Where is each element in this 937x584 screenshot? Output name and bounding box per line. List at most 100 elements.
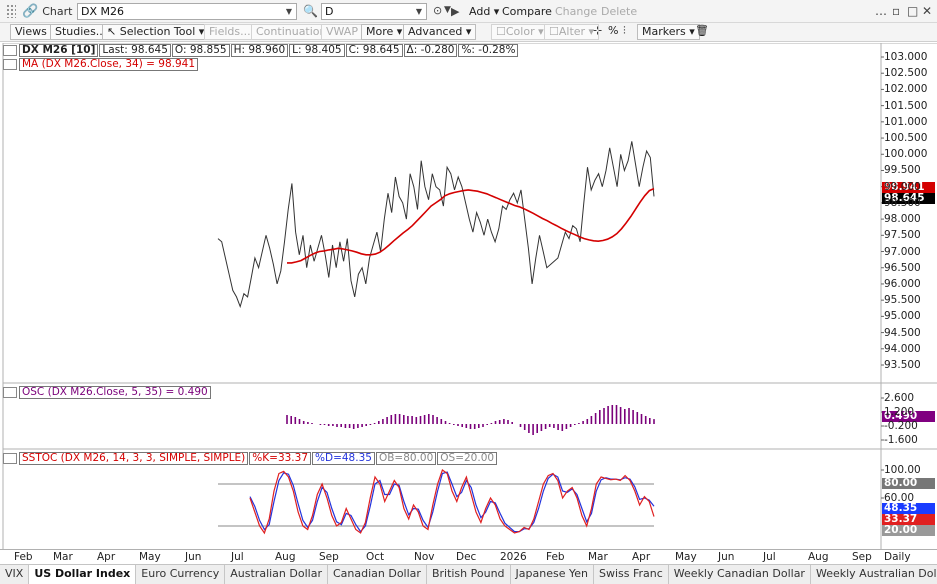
price-legend[interactable]: DX M26 [10] Last: 98.645 O: 98.855 H: 98… xyxy=(3,44,519,57)
selection-tool-label: Selection Tool xyxy=(119,25,196,38)
date-tick-label: Jun xyxy=(718,551,735,563)
date-tick-label: Oct xyxy=(366,551,385,563)
change-button[interactable]: Change xyxy=(555,5,598,18)
price-tick-label: 102.000 xyxy=(884,83,928,96)
clock-icon[interactable]: ⊙ xyxy=(433,4,443,17)
stoch-legend-icon xyxy=(3,453,17,464)
chart-tab[interactable]: US Dollar Index xyxy=(29,565,137,584)
chart-tab[interactable]: Weekly Canadian Dollar xyxy=(669,565,811,584)
price-legend-change: Δ: -0.280 xyxy=(403,44,458,57)
stoch-legend[interactable]: SSTOC (DX M26, 14, 3, 3, SIMPLE, SIMPLE)… xyxy=(3,452,498,465)
play-icon[interactable]: ▶ xyxy=(451,5,460,18)
alter-check-icon: ☐ xyxy=(549,25,559,38)
price-tick-label: 95.000 xyxy=(884,310,921,323)
price-tick-label: 100.500 xyxy=(884,132,928,145)
date-tick-label: Feb xyxy=(14,551,33,563)
ruler-icon[interactable]: ⫶ xyxy=(623,24,626,37)
percent-icon[interactable]: % xyxy=(608,24,619,37)
alter-button[interactable]: ☐Alter ▾ xyxy=(544,24,600,40)
price-legend-icon xyxy=(3,45,17,56)
price-tick-label: 103.000 xyxy=(884,51,928,63)
more-label: More xyxy=(366,25,394,38)
chart-tab[interactable]: Weekly Australian Dollar xyxy=(811,565,937,584)
close-icon[interactable]: ✕ xyxy=(922,4,933,18)
continuation-button[interactable]: Continuation xyxy=(251,24,332,40)
price-legend-low: L: 98.405 xyxy=(289,44,345,57)
ob-value-tag: 80.00 xyxy=(882,478,935,489)
chart-tab[interactable]: Japanese Yen xyxy=(511,565,594,584)
chart-tab[interactable]: Euro Currency xyxy=(136,565,226,584)
drag-grip-icon[interactable] xyxy=(6,4,16,18)
chart-tab[interactable]: Australian Dollar xyxy=(225,565,328,584)
ma-legend[interactable]: MA (DX M26.Close, 34) = 98.941 xyxy=(3,58,199,71)
cursor-icon: ↖ xyxy=(107,25,117,38)
chart-canvas[interactable] xyxy=(0,43,937,550)
stoch-legend-ob: OB=80.00 xyxy=(375,452,437,465)
studies-button[interactable]: Studies... xyxy=(50,24,112,40)
alter-label: Alter xyxy=(558,25,586,38)
price-tick-label: 98.000 xyxy=(884,213,921,226)
markers-button[interactable]: Markers ▾ xyxy=(637,24,700,40)
stoch-d-line xyxy=(249,471,655,533)
chart-area[interactable]: DX M26 [10] Last: 98.645 O: 98.855 H: 98… xyxy=(0,43,937,550)
trash-icon[interactable]: 🗑 xyxy=(695,24,709,37)
date-tick-label: Aug xyxy=(275,551,296,563)
date-tick-label: Jul xyxy=(231,551,244,563)
compare-button[interactable]: Compare xyxy=(502,5,552,18)
ellipsis-icon[interactable]: … xyxy=(875,4,887,18)
price-legend-last: Last: 98.645 xyxy=(99,44,171,57)
date-tick-label: Feb xyxy=(546,551,565,563)
views-label: Views xyxy=(15,25,47,38)
price-tick-label: 99.000 xyxy=(884,180,921,193)
search-icon[interactable]: 🔍 xyxy=(303,4,318,18)
interval-dropdown-icon[interactable]: ▼ xyxy=(415,7,423,16)
date-tick-label: Jul xyxy=(763,551,776,563)
price-legend-percent: %: -0.28% xyxy=(458,44,519,57)
symbol-dropdown-icon[interactable]: ▼ xyxy=(285,7,293,16)
date-axis[interactable]: Feb Mar Apr May Jun Jul Aug Sep Oct Nov Dec 2026 Feb… xyxy=(0,549,937,564)
osc-tick-label: 2.600 xyxy=(884,392,915,404)
advanced-button[interactable]: Advanced ▾ xyxy=(403,24,477,40)
date-tick-label: Aug xyxy=(808,551,829,563)
add-button[interactable]: Add ▾ xyxy=(469,5,500,18)
price-tick-label: 97.000 xyxy=(884,245,921,258)
more-button[interactable]: More ▾ xyxy=(361,24,408,40)
interval-input[interactable]: D ▼ xyxy=(321,3,427,20)
ma-legend-text: MA (DX M26.Close, 34) = 98.941 xyxy=(19,58,198,71)
osc-tick-label: -0.200 xyxy=(884,420,918,432)
price-tick-label: 97.500 xyxy=(884,229,921,242)
chart-tab[interactable]: British Pound xyxy=(427,565,511,584)
delete-button[interactable]: Delete xyxy=(601,5,638,18)
chart-tab[interactable]: Canadian Dollar xyxy=(328,565,427,584)
price-legend-high: H: 98.960 xyxy=(230,44,289,57)
price-tick-label: 99.500 xyxy=(884,164,921,177)
stoch-legend-k: %K=33.37 xyxy=(249,452,312,465)
views-button[interactable]: Views ▾ xyxy=(10,24,61,40)
price-legend-symbol: DX M26 [10] xyxy=(19,44,99,57)
clock-dropdown-icon[interactable]: ▼ xyxy=(444,5,451,15)
ma-legend-icon xyxy=(3,59,17,70)
link-icon[interactable]: 🔗 xyxy=(22,3,39,19)
maximize-icon[interactable]: □ xyxy=(907,4,919,18)
date-tick-label: Jun xyxy=(185,551,202,563)
stoch-legend-os: OS=20.00 xyxy=(437,452,498,465)
stoch-legend-main: SSTOC (DX M26, 14, 3, 3, SIMPLE, SIMPLE) xyxy=(19,452,249,465)
chart-tabs: VIX US Dollar Index Euro Currency Australia… xyxy=(0,564,937,584)
price-line xyxy=(217,141,655,309)
window-title: Chart xyxy=(42,4,73,18)
osc-tick-label: 1.200 xyxy=(884,406,915,418)
price-tick-label: 100.000 xyxy=(884,148,928,161)
crosshair-icon[interactable]: ⊹ xyxy=(593,24,603,37)
fields-button[interactable]: Fields... xyxy=(204,24,256,40)
osc-legend[interactable]: OSC (DX M26.Close, 5, 35) = 0.490 xyxy=(3,386,212,399)
selection-tool-button[interactable]: ↖ Selection Tool ▾ xyxy=(102,24,210,40)
price-legend-open: O: 98.855 xyxy=(171,44,230,57)
chart-tab[interactable]: VIX xyxy=(0,565,30,584)
vwap-button[interactable]: VWAP xyxy=(321,24,363,40)
symbol-input[interactable]: DX M26 ▼ xyxy=(77,3,297,20)
minimize-icon[interactable]: ▫ xyxy=(892,4,901,18)
price-tick-label: 94.000 xyxy=(884,342,921,355)
date-tick-label: Mar xyxy=(588,551,608,563)
chart-tab[interactable]: Swiss Franc xyxy=(594,565,669,584)
color-button[interactable]: ☐Color ▾ xyxy=(491,24,549,40)
